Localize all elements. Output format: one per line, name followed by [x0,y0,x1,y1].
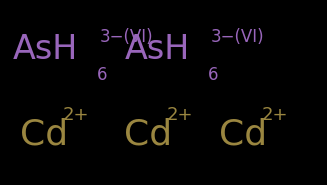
Text: 2+: 2+ [262,106,288,124]
Text: AsH: AsH [124,33,190,66]
Text: 2+: 2+ [167,106,193,124]
Text: Cd: Cd [20,117,68,151]
Text: Cd: Cd [219,117,267,151]
Text: 2+: 2+ [62,106,89,124]
Text: 3−(VI): 3−(VI) [100,28,153,46]
Text: 6: 6 [208,66,218,85]
Text: Cd: Cd [124,117,172,151]
Text: 6: 6 [96,66,107,85]
Text: 3−(VI): 3−(VI) [211,28,265,46]
Text: AsH: AsH [13,33,78,66]
